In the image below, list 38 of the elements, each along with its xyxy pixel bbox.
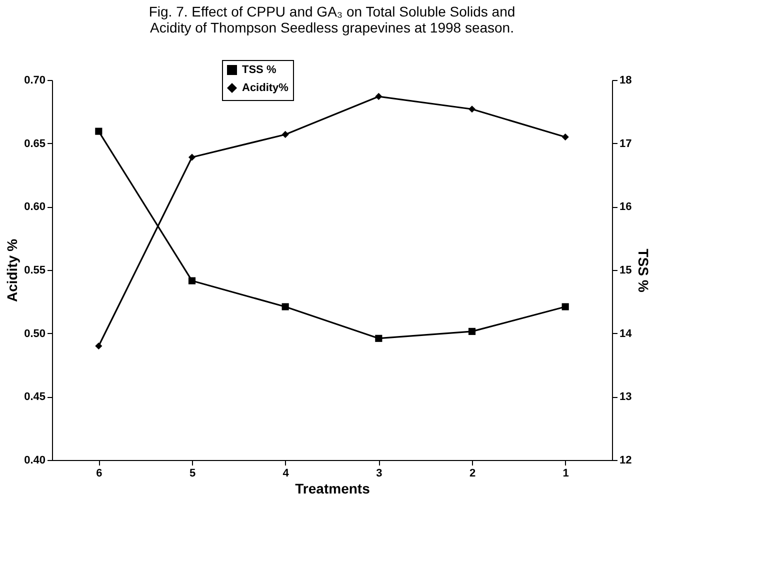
y-tick-label: 0.40 xyxy=(24,454,46,466)
y2-tick-label: 15 xyxy=(620,264,632,276)
y2-tick-label: 12 xyxy=(620,454,632,466)
point xyxy=(375,92,382,100)
point xyxy=(95,342,102,350)
point xyxy=(282,303,289,310)
chart-title: Fig. 7. Effect of CPPU and GA₃ on Total Soluble Solids and Acidity of Thompson Seedless grapevines at 1998 season. xyxy=(148,4,516,36)
x-tick-label: 4 xyxy=(282,468,290,480)
point xyxy=(562,133,569,141)
x-tick-label: 1 xyxy=(562,468,569,480)
x-tick-label: 5 xyxy=(189,468,196,480)
x-tick-label: 6 xyxy=(96,468,102,480)
y-tick-label: 0.60 xyxy=(24,201,46,214)
y2-tick-label: 13 xyxy=(620,391,632,404)
point xyxy=(562,303,569,310)
x-tick-label: 2 xyxy=(469,468,476,480)
point xyxy=(188,154,196,161)
y-tick-label: 0.55 xyxy=(24,264,46,276)
point xyxy=(468,106,476,113)
y-axis-title: Acidity % xyxy=(4,238,20,302)
legend-label: Acidity% xyxy=(242,82,289,94)
y-tick-label: 0.50 xyxy=(24,328,46,340)
x-tick-label: 3 xyxy=(376,468,382,480)
y-tick-label: 0.70 xyxy=(24,74,46,86)
x-axis-title: Treatments xyxy=(295,480,370,496)
point xyxy=(188,277,196,284)
legend-label: TSS % xyxy=(242,64,276,76)
point xyxy=(95,128,102,135)
point xyxy=(282,130,289,138)
y2-tick-label: 18 xyxy=(620,74,632,86)
y2-tick-label: 16 xyxy=(620,201,632,214)
y2-axis-title: TSS % xyxy=(636,248,652,293)
y2-tick-label: 14 xyxy=(620,328,633,340)
y-tick-label: 0.45 xyxy=(24,391,46,404)
point xyxy=(375,334,382,342)
y-tick-label: 0.65 xyxy=(24,138,46,150)
point xyxy=(468,328,476,335)
y2-tick-label: 17 xyxy=(620,138,632,150)
